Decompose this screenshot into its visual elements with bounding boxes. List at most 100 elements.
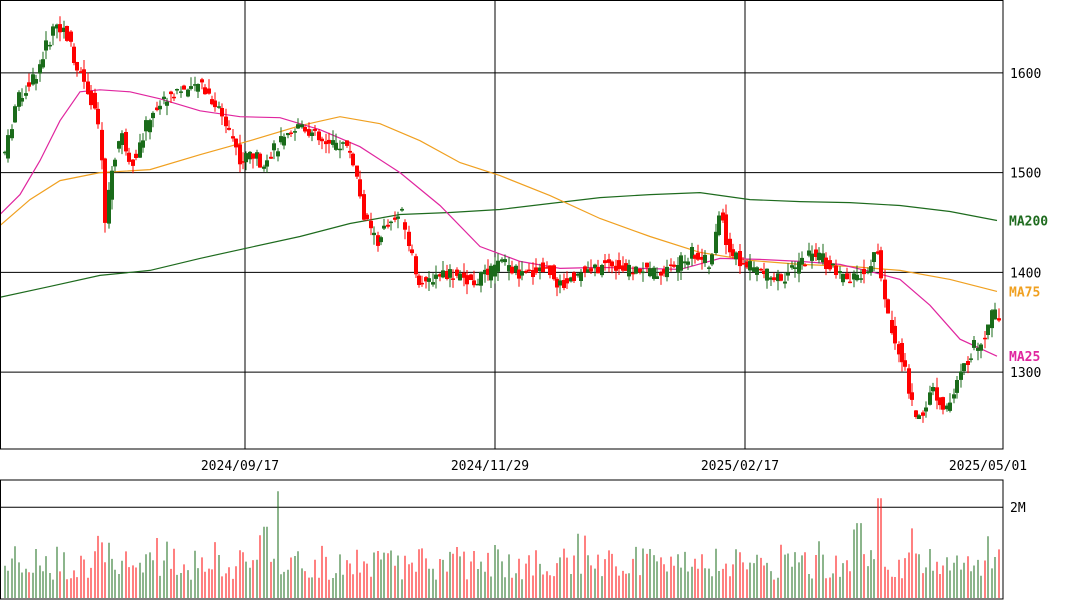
candle-body <box>976 347 980 351</box>
candle-body <box>420 282 424 285</box>
candle-body <box>755 267 759 275</box>
candle-body <box>48 44 52 47</box>
date-tick-label: 2024/11/29 <box>451 459 529 474</box>
candle-body <box>227 127 231 130</box>
candle-body <box>955 380 959 393</box>
candle-body <box>983 337 987 340</box>
candle-body <box>914 410 918 417</box>
ma25-label: MA25 <box>1009 350 1040 365</box>
candle-body <box>144 120 148 132</box>
candle-body <box>724 214 728 245</box>
candle-body <box>866 271 870 274</box>
candle-body <box>93 92 97 109</box>
candle-body <box>959 371 963 380</box>
candle-body <box>207 88 211 94</box>
candle-body <box>179 91 183 93</box>
candle-body <box>614 265 618 271</box>
candle-body <box>55 24 59 29</box>
candle-body <box>231 136 235 139</box>
candle-body <box>872 252 876 262</box>
candle-body <box>382 225 386 229</box>
candle-body <box>834 265 838 275</box>
candle-body <box>721 212 725 221</box>
grid <box>0 1 1003 508</box>
candle-body <box>890 320 894 334</box>
candle-body <box>134 153 138 158</box>
candle-body <box>469 274 473 280</box>
price-tick-label: 1500 <box>1010 167 1041 182</box>
candle-body <box>148 120 152 133</box>
candle-body <box>51 26 55 36</box>
candle-body <box>610 261 614 267</box>
candle-body <box>534 267 538 273</box>
candle-body <box>341 142 345 144</box>
candle-body <box>503 259 507 263</box>
ma200-line <box>0 191 998 298</box>
candle-body <box>131 159 135 166</box>
candle-body <box>772 277 776 281</box>
candle-body <box>779 274 783 281</box>
candle-body <box>448 269 452 278</box>
candle-body <box>24 93 28 96</box>
ma75-label: MA75 <box>1009 285 1040 300</box>
candle-body <box>797 261 801 274</box>
candle-body <box>589 268 593 272</box>
candle-body <box>393 217 397 220</box>
candle-body <box>990 310 994 329</box>
candle-body <box>296 124 300 129</box>
candle-body <box>82 69 86 82</box>
candle-body <box>624 263 628 271</box>
candle-body <box>441 270 445 278</box>
candle-body <box>558 280 562 286</box>
candle-body <box>293 131 297 133</box>
candle-body <box>579 272 583 281</box>
axis-labels: 1300 1400 1500 1600 2024/09/17 2024/11/29 2025… <box>201 67 1048 516</box>
candle-body <box>458 273 462 281</box>
candle-body <box>538 267 542 272</box>
candle-body <box>217 106 221 108</box>
candle-body <box>586 269 590 273</box>
candle-body <box>169 91 173 95</box>
candle-body <box>676 265 680 273</box>
candle-body <box>483 269 487 275</box>
candle-body <box>151 112 155 119</box>
price-tick-label: 1400 <box>1010 266 1041 281</box>
candle-body <box>786 272 790 276</box>
candle-body <box>569 277 573 282</box>
candle-body <box>876 251 880 254</box>
candle-body <box>96 108 100 125</box>
candle-body <box>634 266 638 274</box>
candle-body <box>928 392 932 405</box>
candle-body <box>883 279 887 300</box>
candle-body <box>607 259 611 263</box>
candle-body <box>683 261 687 264</box>
candle-body <box>13 106 17 123</box>
candle-body <box>638 268 642 273</box>
candle-body <box>17 92 21 107</box>
candle-body <box>531 270 535 277</box>
candle-body <box>155 107 159 111</box>
candle-body <box>621 265 625 271</box>
candle-body <box>282 136 286 146</box>
candle-body <box>110 170 114 200</box>
candle-body <box>596 267 600 274</box>
candle-body <box>907 368 911 394</box>
candle-body <box>162 96 166 99</box>
candle-body <box>997 318 1001 321</box>
candle-body <box>424 277 428 282</box>
candle-body <box>800 257 804 265</box>
candle-body <box>79 71 83 73</box>
candle-body <box>431 282 435 285</box>
candle-body <box>386 224 390 227</box>
candle-body <box>593 264 597 269</box>
candle-body <box>669 264 673 266</box>
candle-body <box>224 116 228 127</box>
candle-body <box>141 140 145 148</box>
candle-body <box>355 165 359 177</box>
candle-body <box>331 140 335 145</box>
candle-body <box>369 220 373 229</box>
candle-body <box>986 324 990 335</box>
candle-body <box>438 274 442 277</box>
price-panel-border <box>0 0 1004 450</box>
candle-body <box>941 397 945 410</box>
